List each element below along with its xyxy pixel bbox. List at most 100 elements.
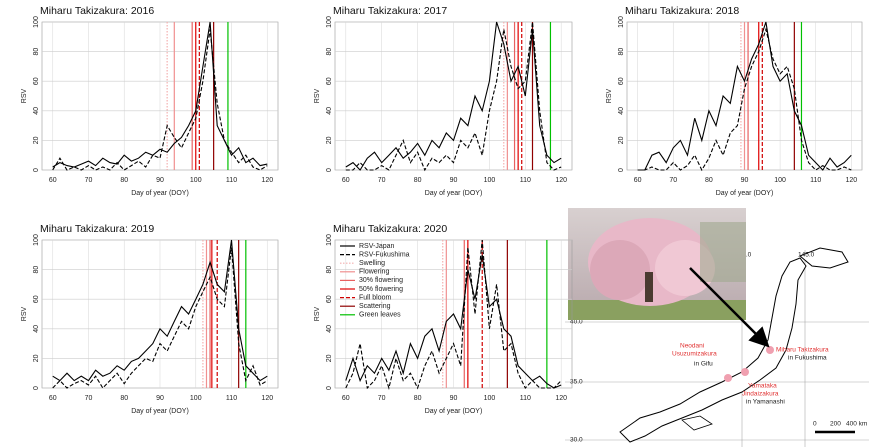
series-line: [345, 254, 562, 389]
x-axis-label: Day of year (DOY): [716, 190, 774, 197]
x-tick-label: 110: [226, 395, 237, 402]
chart-title: Miharu Takizakura: 2019: [40, 223, 154, 235]
shikoku-outline: [681, 415, 713, 431]
series-line: [637, 21, 852, 171]
x-tick-label: 80: [120, 395, 128, 402]
site-label: in Yamanashi: [746, 399, 785, 406]
legend-label: 30% flowering: [359, 277, 403, 284]
legend-label: RSV-Fukushima: [359, 251, 410, 258]
x-tick-label: 120: [261, 395, 273, 402]
chart-title: Miharu Takizakura: 2018: [625, 5, 739, 17]
series-line: [52, 21, 268, 168]
x-tick-label: 70: [378, 177, 386, 184]
x-tick-label: 60: [342, 395, 350, 402]
series-line: [52, 29, 268, 171]
chart-title: Miharu Takizakura: 2016: [40, 5, 154, 17]
photo-trunk: [645, 272, 653, 302]
x-tick-label: 70: [378, 395, 386, 402]
x-tick-label: 60: [342, 177, 350, 184]
y-tick-label: 20: [326, 354, 333, 362]
x-tick-label: 90: [156, 395, 164, 402]
y-tick-label: 80: [326, 48, 333, 56]
site-label: Yamataka: [748, 383, 777, 390]
y-axis-label: RSV: [314, 88, 321, 103]
y-tick-label: 60: [33, 77, 40, 85]
legend-label: Flowering: [359, 269, 389, 276]
series-line: [52, 239, 268, 382]
site-label: Miharu Takizakura: [776, 347, 829, 354]
series-line: [637, 27, 852, 172]
y-tick-label: 80: [33, 48, 40, 56]
scale-label: 200: [830, 421, 841, 428]
y-tick-label: 20: [618, 136, 625, 144]
x-tick-label: 120: [261, 177, 273, 184]
photo-ground: [568, 300, 746, 320]
y-tick-label: 0: [618, 168, 625, 172]
y-tick-label: 100: [33, 16, 40, 28]
x-tick-label: 90: [450, 177, 458, 184]
y-tick-label: 80: [326, 266, 333, 274]
legend-label: Swelling: [359, 260, 385, 267]
y-tick-label: 100: [618, 16, 625, 28]
x-tick-label: 110: [226, 177, 237, 184]
photo-tree: [590, 240, 650, 300]
chart-panel: Miharu Takizakura: 2020 60 70 80 90 100 110 120…: [314, 223, 573, 415]
y-tick-label: 60: [326, 77, 333, 85]
series-line: [345, 21, 562, 172]
arrow: [689, 267, 770, 348]
y-axis-label: RSV: [21, 306, 28, 321]
x-axis-label: Day of year (DOY): [425, 190, 483, 197]
legend-label: 50% flowering: [359, 286, 403, 293]
x-tick-label: 80: [414, 177, 422, 184]
site-dot: [741, 368, 749, 376]
x-tick-label: 70: [85, 395, 93, 402]
x-axis-label: Day of year (DOY): [425, 408, 483, 415]
y-tick-label: 100: [33, 234, 40, 246]
legend-label: Scattering: [359, 303, 391, 310]
series-line: [345, 21, 562, 171]
x-axis-label: Day of year (DOY): [131, 408, 189, 415]
site-label: Neodani: [680, 343, 704, 350]
y-tick-label: 0: [326, 168, 333, 172]
y-tick-label: 40: [33, 107, 40, 115]
site-label: Jindaizakura: [742, 391, 779, 398]
y-tick-label: 0: [326, 386, 333, 390]
y-tick-label: 60: [326, 295, 333, 303]
y-axis-label: RSV: [314, 306, 321, 321]
y-tick-label: 80: [618, 48, 625, 56]
y-tick-label: 40: [326, 325, 333, 333]
latitude-label: 35.0: [570, 379, 583, 386]
x-tick-label: 70: [85, 177, 93, 184]
site-dot: [724, 374, 732, 382]
site-label: in Gifu: [694, 361, 713, 368]
y-tick-label: 100: [326, 234, 333, 246]
y-tick-label: 20: [33, 354, 40, 362]
x-tick-label: 100: [190, 395, 202, 402]
x-tick-label: 70: [669, 177, 677, 184]
x-tick-label: 100: [190, 177, 202, 184]
x-tick-label: 100: [774, 177, 786, 184]
y-tick-label: 60: [618, 77, 625, 85]
legend-label: Full bloom: [359, 294, 391, 301]
y-axis-label: RSV: [21, 88, 28, 103]
legend-label: RSV-Japan: [359, 243, 395, 250]
chart-title: Miharu Takizakura: 2017: [333, 5, 447, 17]
x-tick-label: 60: [49, 395, 57, 402]
hokkaido-outline: [799, 247, 849, 269]
series-line: [52, 247, 268, 389]
photo-hill: [700, 222, 746, 282]
latitude-label: 40.0: [570, 319, 583, 326]
x-tick-label: 80: [120, 177, 128, 184]
y-tick-label: 0: [33, 386, 40, 390]
y-axis-label: RSV: [606, 88, 613, 103]
chart-panel: Miharu Takizakura: 2016 60 70 80 90 100 110 120…: [21, 5, 279, 197]
x-tick-label: 120: [845, 177, 857, 184]
site-dot: [766, 346, 774, 354]
y-tick-label: 80: [33, 266, 40, 274]
x-tick-label: 60: [634, 177, 642, 184]
site-label: in Fukushima: [788, 355, 827, 362]
chart-panel: Miharu Takizakura: 2017 60 70 80 90 100 110 120…: [314, 5, 573, 197]
x-tick-label: 110: [810, 177, 821, 184]
x-tick-label: 120: [555, 395, 567, 402]
photo: [568, 208, 746, 320]
